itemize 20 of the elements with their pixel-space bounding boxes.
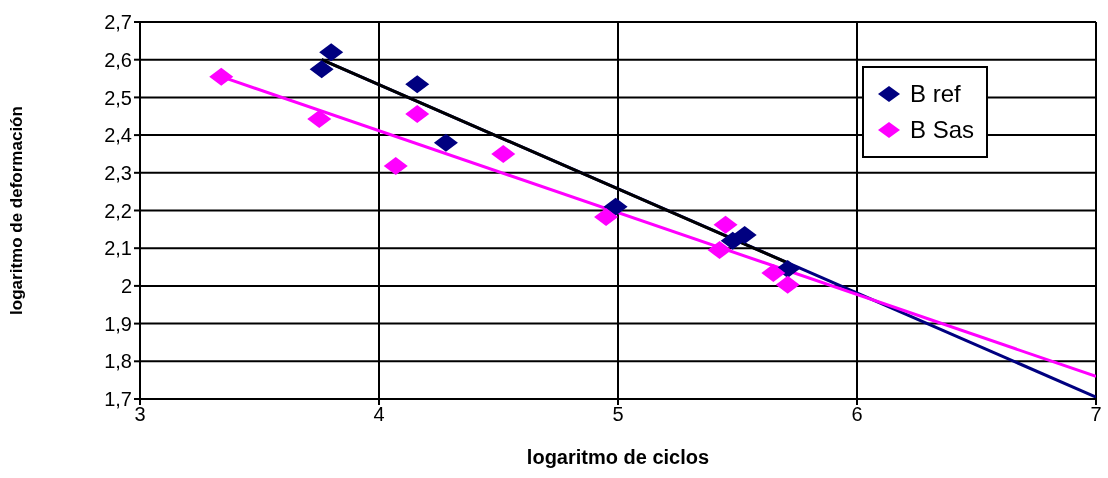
y-tick-label: 2,1: [104, 237, 132, 260]
y-tick-label: 1,9: [104, 312, 132, 335]
y-tick-label: 2,3: [104, 161, 132, 184]
x-tick-label: 7: [1090, 403, 1102, 426]
y-tick-label: 2: [120, 275, 132, 297]
x-tick-label: 6: [851, 403, 863, 426]
x-tick-label: 4: [373, 403, 385, 426]
y-tick-label: 2,4: [104, 124, 132, 147]
x-tick-label: 5: [612, 403, 624, 426]
y-tick-label: 2,7: [104, 11, 132, 34]
y-axis-title: logaritmo de deformación: [7, 106, 27, 315]
legend-label: B Sas: [909, 115, 974, 145]
y-tick-label: 1,7: [104, 388, 132, 411]
y-tick-label: 2,2: [104, 199, 132, 222]
x-tick-label: 3: [134, 403, 146, 426]
legend-label: B ref: [909, 79, 961, 109]
y-tick-label: 2,6: [104, 48, 132, 71]
y-tick-label: 1,8: [104, 350, 132, 373]
y-tick-label: 2,5: [104, 86, 132, 109]
x-axis-title: logaritmo de ciclos: [526, 446, 710, 468]
